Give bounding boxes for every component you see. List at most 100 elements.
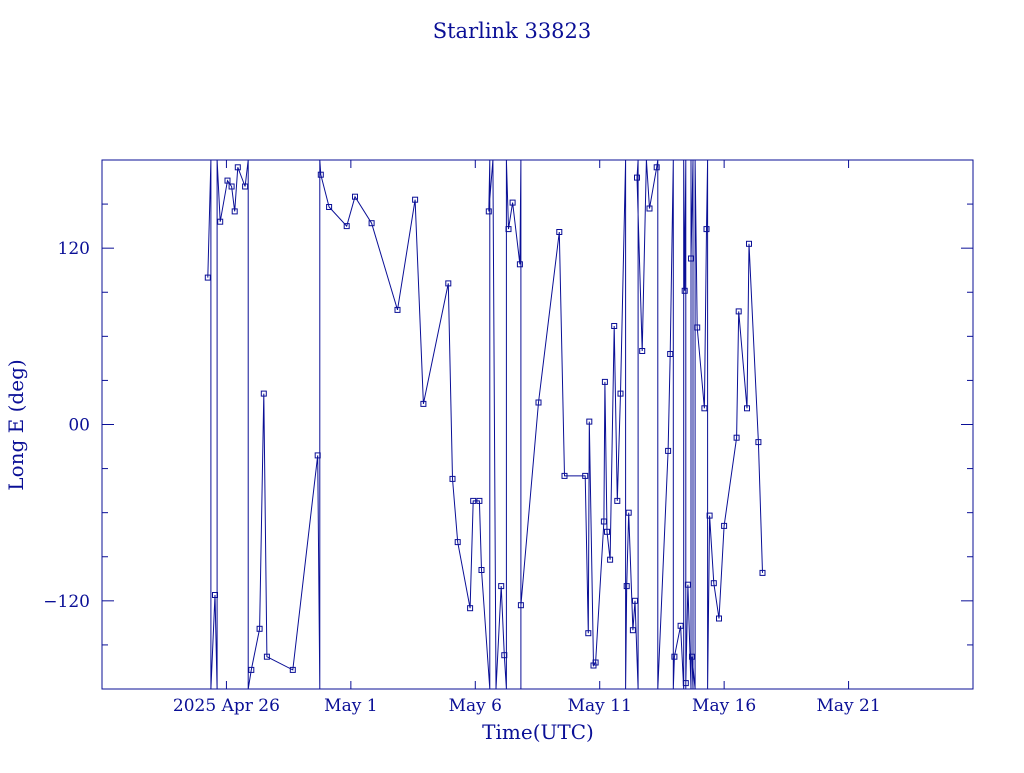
data-point: [445, 280, 452, 287]
data-point: [256, 625, 263, 632]
data-point: [681, 287, 688, 294]
x-tick-label: 2025 Apr 26: [173, 696, 280, 716]
data-point: [498, 583, 505, 590]
x-tick-label: May 11: [568, 696, 632, 716]
x-axis-ticks: 2025 Apr 26 May 1 May 6 May 11 May 16 May 21: [173, 160, 881, 716]
data-point: [263, 653, 270, 660]
data-point: [368, 220, 375, 227]
plot-frame: [101, 159, 974, 690]
data-point: [684, 581, 691, 588]
data-point: [653, 164, 660, 171]
data-point: [671, 653, 678, 660]
data-point: [639, 348, 646, 354]
data-point: [231, 208, 238, 215]
data-point: [611, 323, 618, 329]
y-axis-ticks: 120 00 −120: [43, 239, 973, 612]
series-layer: [204, 159, 766, 690]
y-tick-label: 120: [58, 239, 90, 259]
data-point: [234, 164, 241, 171]
data-point: [632, 597, 638, 604]
data-point: [517, 602, 524, 609]
data-point: [744, 405, 750, 412]
data-point: [601, 378, 608, 385]
x-tick-label: May 21: [816, 696, 880, 716]
data-point: [646, 205, 653, 212]
chart-title: Starlink 33823: [433, 19, 592, 43]
y-minor-ticks: [102, 203, 973, 646]
data-point: [352, 193, 358, 200]
data-point: [746, 240, 752, 247]
data-point: [248, 666, 255, 673]
data-point: [604, 528, 610, 535]
data-point: [600, 518, 607, 525]
data-point: [556, 229, 563, 235]
data-point: [710, 580, 717, 587]
data-point: [228, 183, 235, 190]
data-point: [467, 605, 474, 612]
data-point: [634, 174, 640, 181]
data-point: [485, 208, 492, 215]
data-point: [689, 653, 695, 660]
data-point: [260, 390, 267, 397]
x-tick-label: May 16: [692, 696, 756, 716]
y-tick-label: 00: [68, 416, 90, 436]
data-point: [586, 418, 593, 425]
y-axis-label: Long E (deg): [4, 359, 28, 490]
data-point: [217, 218, 224, 225]
data-point: [617, 390, 624, 397]
data-point: [607, 556, 614, 563]
data-point: [733, 434, 740, 441]
data-point: [449, 475, 456, 482]
series-line: [207, 159, 763, 690]
data-point: [682, 680, 689, 687]
data-point: [394, 306, 401, 313]
data-point: [535, 399, 542, 406]
data-point: [759, 569, 766, 576]
data-point: [623, 583, 630, 590]
data-point: [516, 261, 523, 268]
data-point: [476, 497, 483, 504]
data-point: [412, 196, 419, 203]
data-point: [585, 630, 592, 637]
data-point: [509, 199, 516, 206]
data-point: [561, 472, 568, 479]
data-point: [665, 447, 672, 454]
data-point: [721, 522, 728, 529]
data-point: [317, 171, 324, 178]
data-point: [242, 183, 249, 190]
data-point: [314, 452, 321, 459]
data-point: [667, 351, 674, 357]
data-point: [592, 659, 599, 666]
x-axis-label: Time(UTC): [482, 720, 594, 744]
data-point: [289, 666, 296, 673]
data-point: [505, 226, 512, 233]
data-point: [204, 274, 211, 281]
data-point: [706, 512, 713, 519]
data-point: [677, 622, 684, 629]
data-point: [629, 627, 636, 634]
data-point: [326, 204, 333, 210]
data-point: [614, 497, 621, 504]
data-point: [625, 509, 632, 516]
data-point: [701, 405, 708, 412]
data-point: [212, 592, 218, 598]
y-tick-label: −120: [43, 592, 90, 612]
data-point: [582, 472, 589, 479]
data-point: [224, 177, 231, 184]
data-point: [735, 308, 742, 315]
data-point: [454, 539, 461, 546]
data-point: [755, 439, 762, 446]
data-point: [420, 400, 427, 407]
x-tick-label: May 6: [449, 696, 502, 716]
data-point: [703, 226, 710, 233]
data-point: [478, 567, 485, 573]
data-point: [688, 255, 694, 262]
data-point: [470, 497, 477, 504]
data-point: [501, 652, 508, 659]
x-tick-label: May 1: [324, 696, 377, 716]
data-point: [716, 615, 722, 622]
data-point: [694, 324, 701, 331]
data-point: [343, 223, 350, 230]
